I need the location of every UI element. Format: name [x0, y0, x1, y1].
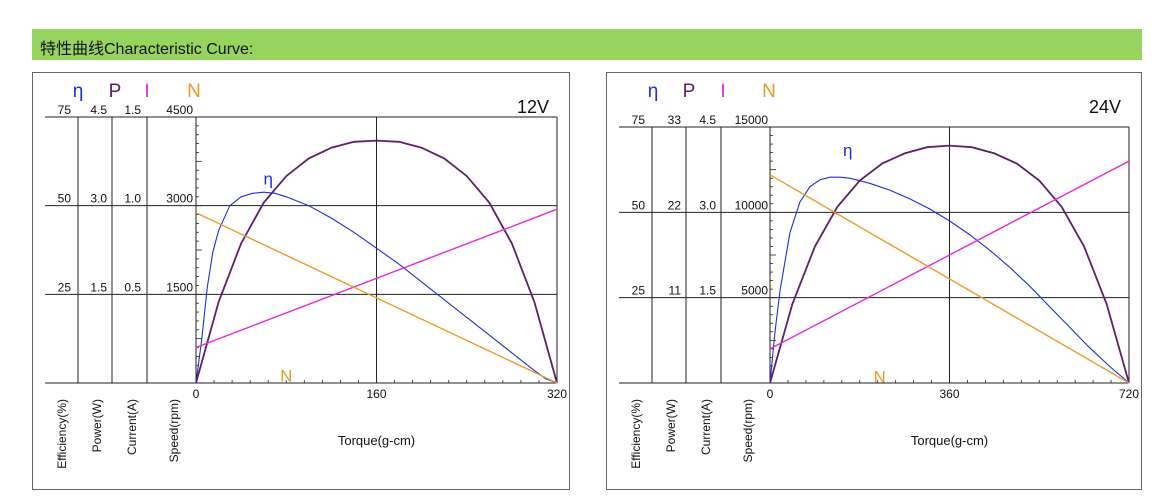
series-line-I: [769, 160, 1130, 350]
axis-label-eta: Efficiency(%): [55, 399, 69, 469]
series-line-P: [195, 139, 558, 384]
axis-label-P: Power(W): [664, 399, 678, 452]
axis-label-N: Speed(rpm): [741, 399, 755, 462]
x-tick-label: 0: [193, 387, 200, 401]
axis-tick-label-I: 0.5: [124, 280, 141, 294]
axis-tick-label-P: 11: [669, 284, 682, 298]
axis-label-I: Current(A): [125, 399, 139, 455]
axis-label-P: Power(W): [90, 399, 104, 452]
axis-tick-label-N: 3000: [166, 192, 193, 206]
axis-tick-label-P: 3.0: [90, 192, 107, 206]
series-line-eta: [195, 191, 558, 384]
axis-tick-label-P: 1.5: [90, 280, 107, 294]
x-tick-label: 0: [767, 387, 774, 401]
axis-tick-label-I: 1.5: [699, 284, 716, 298]
axis-tick-label-I: 4.5: [699, 113, 716, 127]
axis-tick-label-I: 1.5: [124, 103, 141, 117]
header-bar: 特性曲线Characteristic Curve:: [32, 29, 1142, 60]
axis-tick-label-N: 4500: [166, 103, 193, 117]
axis-tick-label-N: 5000: [741, 284, 768, 298]
axis-label-eta: Efficiency(%): [629, 399, 643, 469]
header-title: 特性曲线Characteristic Curve:: [40, 41, 254, 58]
chart-24v: η755025Efficiency(%)P332211Power(W)I4.53…: [619, 81, 1139, 469]
axis-symbol-P: P: [109, 81, 122, 102]
series-line-N: [195, 212, 558, 384]
chart-title: 12V: [517, 97, 549, 117]
axis-tick-label-eta: 50: [632, 198, 646, 212]
axis-tick-label-P: 33: [668, 113, 682, 127]
x-axis-title: Torque(g-cm): [338, 433, 415, 448]
curve-label-N: N: [280, 366, 292, 385]
axis-label-I: Current(A): [699, 399, 713, 455]
axis-tick-label-eta: 75: [632, 113, 646, 127]
axis-symbol-I: I: [720, 81, 725, 102]
axis-tick-label-eta: 75: [58, 103, 72, 117]
axis-tick-label-N: 10000: [735, 198, 769, 212]
axis-tick-label-P: 22: [668, 198, 682, 212]
axis-tick-label-eta: 25: [632, 284, 646, 298]
axis-symbol-N: N: [187, 81, 201, 102]
axis-label-N: Speed(rpm): [167, 399, 181, 462]
curve-label-N: N: [874, 367, 886, 386]
axis-tick-label-I: 1.0: [124, 192, 141, 206]
axis-tick-label-P: 4.5: [90, 103, 107, 117]
series-line-N: [769, 174, 1130, 384]
chart-title: 24V: [1089, 97, 1121, 117]
curve-label-eta: η: [263, 169, 272, 188]
axis-tick-label-eta: 50: [58, 192, 72, 206]
axis-symbol-eta: η: [648, 81, 659, 102]
axis-tick-label-I: 3.0: [699, 198, 716, 212]
x-tick-label: 160: [366, 387, 386, 401]
axis-tick-label-N: 15000: [735, 113, 769, 127]
axis-symbol-P: P: [683, 81, 696, 102]
curve-label-eta: η: [843, 141, 852, 160]
series-line-P: [769, 144, 1130, 384]
x-tick-label: 360: [939, 387, 959, 401]
chart-panel-12v: η 75 50 25 Efficiency(%) P 4.5 3.0 1.5 Power(W) I 1…: [32, 72, 570, 490]
series-line-eta: [769, 176, 1130, 384]
axis-symbol-N: N: [762, 81, 776, 102]
series-line-I: [195, 208, 558, 349]
chart-panel-24v: η 75 50 25 Efficiency(%) P 33 22 11 Power(W) I 4.5 3…: [606, 72, 1142, 490]
x-tick-label: 320: [547, 387, 567, 401]
chart-12v: η755025Efficiency(%)P4.53.01.5Power(W)I1…: [45, 81, 567, 469]
axis-tick-label-N: 1500: [166, 280, 193, 294]
x-tick-label: 720: [1119, 387, 1139, 401]
x-axis-title: Torque(g-cm): [911, 433, 988, 448]
axis-tick-label-eta: 25: [58, 280, 72, 294]
axis-symbol-I: I: [144, 81, 149, 102]
axis-symbol-eta: η: [73, 81, 84, 102]
